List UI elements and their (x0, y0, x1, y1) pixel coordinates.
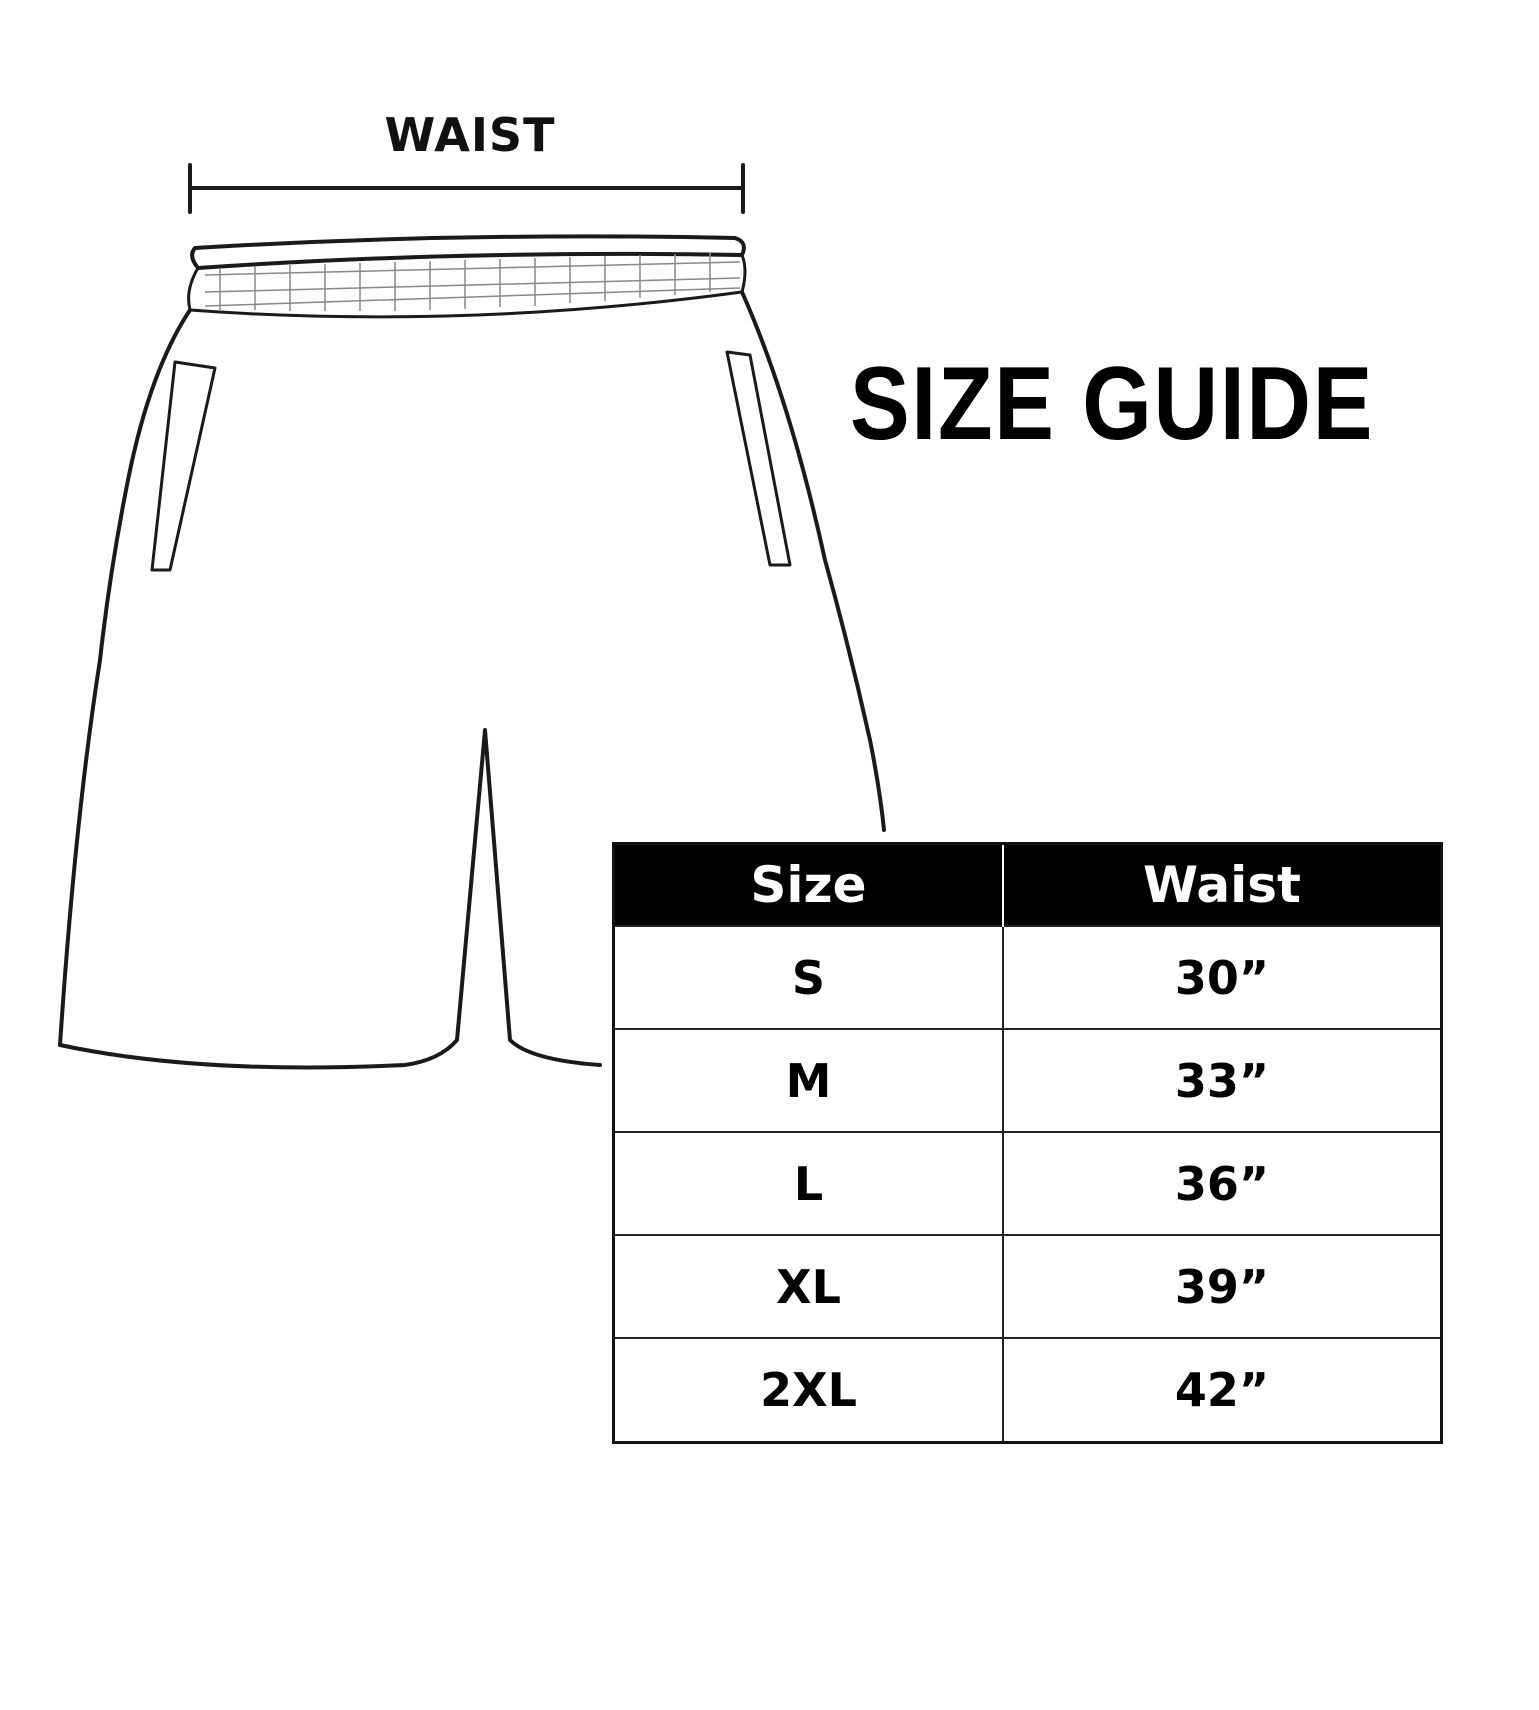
pocket-right (725, 350, 792, 567)
header-size: Size (613, 843, 1004, 926)
shorts-outline (58, 290, 886, 1070)
waistband-lower (187, 253, 747, 319)
table-row: M 33” (612, 1028, 1443, 1134)
waistband-pattern (204, 253, 741, 311)
table-header-row: Size Waist (613, 843, 1442, 926)
pocket-left (150, 360, 217, 572)
waist-cell: 36” (1002, 1131, 1443, 1237)
size-cell: M (612, 1028, 1004, 1134)
table-row: 2XL 42” (612, 1337, 1443, 1444)
size-cell: L (612, 1131, 1004, 1237)
table-row: L 36” (612, 1131, 1443, 1237)
table-row: S 30” (612, 924, 1443, 1031)
waist-cell: 33” (1002, 1028, 1443, 1134)
size-cell: S (612, 924, 1004, 1031)
size-cell: 2XL (612, 1337, 1004, 1444)
waist-cell: 39” (1002, 1234, 1443, 1340)
waist-measure-line (188, 163, 745, 214)
waist-measure-label: WAIST (384, 108, 556, 162)
size-table: Size Waist S 30” M 33” L 36” XL 39” 2XL 42” (612, 842, 1443, 1444)
waist-cell: 30” (1002, 924, 1443, 1031)
header-waist: Waist (1003, 843, 1442, 926)
table-row: XL 39” (612, 1234, 1443, 1340)
page-title: SIZE GUIDE (850, 346, 1375, 462)
waist-cell: 42” (1002, 1337, 1443, 1444)
size-cell: XL (612, 1234, 1004, 1340)
